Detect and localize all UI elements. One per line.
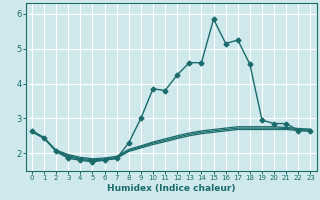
X-axis label: Humidex (Indice chaleur): Humidex (Indice chaleur) bbox=[107, 184, 236, 193]
